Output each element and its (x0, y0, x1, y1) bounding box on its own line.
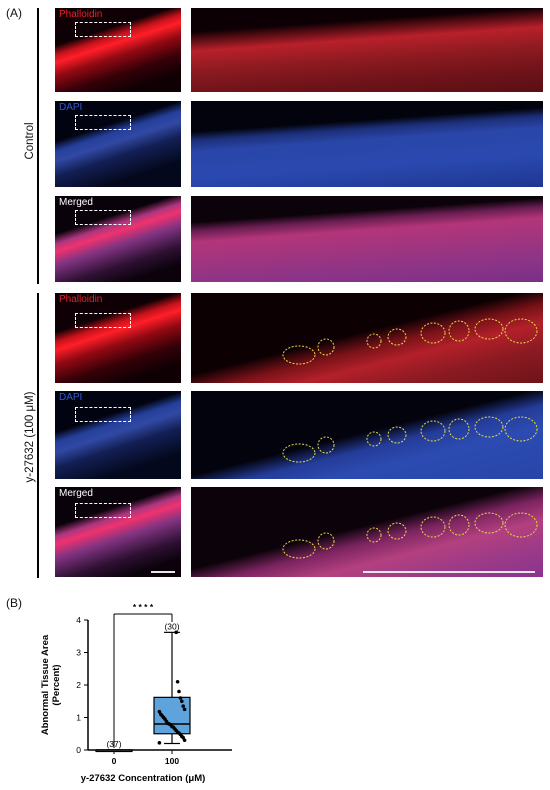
scale-bar (363, 571, 535, 573)
control-phalloidin-zoom (191, 8, 543, 92)
data-point (157, 741, 162, 745)
roi-box (75, 503, 131, 518)
data-point (177, 689, 181, 694)
scale-bar (151, 571, 175, 573)
data-point (180, 699, 184, 704)
control-merged-zoom (191, 196, 543, 282)
y-axis-title-line: Abnormal Tissue Area (40, 634, 51, 735)
x-tick-label: 100 (165, 756, 179, 766)
y-axis-title: Abnormal Tissue Area (Percent) (40, 634, 62, 735)
n-label: (30) (164, 621, 179, 631)
data-point (174, 630, 178, 635)
control-dapi-thumbnail: DAPI (55, 101, 181, 187)
treated-phalloidin-zoom (191, 293, 543, 383)
group-label-control: Control (24, 122, 36, 160)
data-point (181, 704, 185, 708)
data-point (178, 696, 183, 700)
abnormal-region-outlines (282, 318, 538, 365)
y-tick-label: 0 (76, 745, 81, 755)
box-plot: Abnormal Tissue Area (Percent) 0 1 2 3 4 0 100… (40, 602, 232, 784)
data-point (182, 707, 187, 712)
channel-label: Phalloidin (59, 9, 103, 20)
abnormal-region-outlines (282, 512, 538, 559)
x-axis-title: y-27632 Concentration (μM) (81, 773, 206, 784)
control-dapi-zoom (191, 101, 543, 187)
channel-label: Merged (59, 197, 93, 208)
channel-label: Merged (59, 488, 93, 499)
roi-box (75, 313, 131, 328)
group-divider-treated (37, 293, 39, 578)
group-label-treated: y-27632 (100 μM) (24, 391, 36, 483)
roi-box (75, 210, 131, 225)
roi-box (75, 22, 131, 37)
control-merged-thumbnail: Merged (55, 196, 181, 282)
group-divider-control (37, 8, 39, 284)
treated-dapi-thumbnail: DAPI (55, 391, 181, 479)
treated-merged-zoom (191, 487, 543, 577)
treated-merged-thumbnail: Merged (55, 487, 181, 577)
treated-phalloidin-thumbnail: Phalloidin (55, 293, 181, 383)
abnormal-region-outlines (282, 416, 538, 463)
control-phalloidin-thumbnail: Phalloidin (55, 8, 181, 92)
y-axis-title-line: (Percent) (51, 664, 62, 705)
y-tick-label: 4 (76, 615, 81, 625)
y-tick-label: 1 (76, 713, 81, 723)
data-point (175, 679, 180, 684)
x-tick-label: 0 (112, 756, 117, 766)
y-tick-label: 3 (76, 648, 81, 658)
significance-stars: * * * * (133, 602, 154, 612)
panel-b-label: (B) (6, 596, 22, 610)
data-point (157, 709, 162, 714)
roi-box (75, 407, 131, 422)
roi-box (75, 115, 131, 130)
channel-label: DAPI (59, 102, 83, 113)
panel-a-label: (A) (6, 6, 22, 20)
treated-dapi-zoom (191, 391, 543, 479)
y-tick-label: 2 (76, 680, 81, 690)
channel-label: DAPI (59, 392, 83, 403)
channel-label: Phalloidin (59, 294, 103, 305)
